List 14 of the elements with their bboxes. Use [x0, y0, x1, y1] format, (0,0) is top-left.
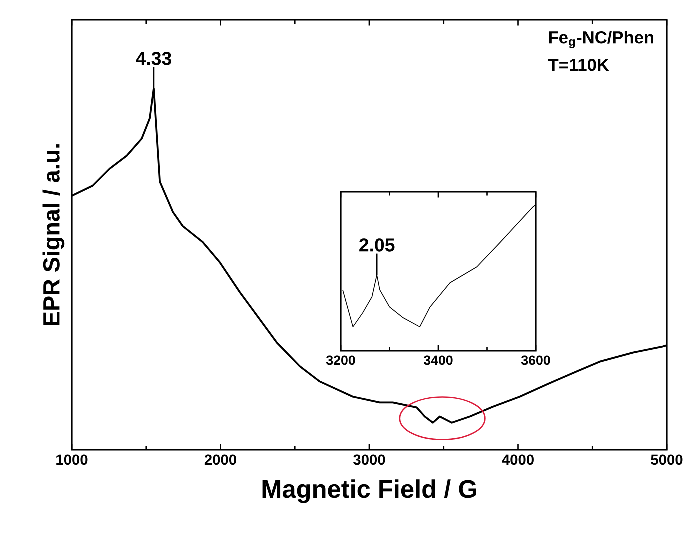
- text: T=110K: [548, 58, 610, 72]
- x-tick-label: 1000: [56, 454, 88, 466]
- x-tick-label: 2000: [204, 454, 236, 466]
- annotation: 4.33: [136, 52, 172, 66]
- x-axis-title: Magnetic Field / G: [262, 480, 476, 504]
- x-tick-label: 3000: [354, 454, 386, 466]
- annotation: 2.05: [360, 238, 395, 252]
- x-tick-label: 5000: [651, 454, 683, 466]
- text: Fe$_{g}$-NC/Phen: [549, 31, 654, 49]
- x-tick-label: 4000: [502, 454, 534, 466]
- x-tick-label: 3600: [521, 356, 550, 366]
- x-tick-label: 3400: [424, 356, 453, 366]
- y-axis-title: EPR Signal / a.u.: [42, 144, 65, 326]
- x-tick-label: 3200: [326, 356, 356, 366]
